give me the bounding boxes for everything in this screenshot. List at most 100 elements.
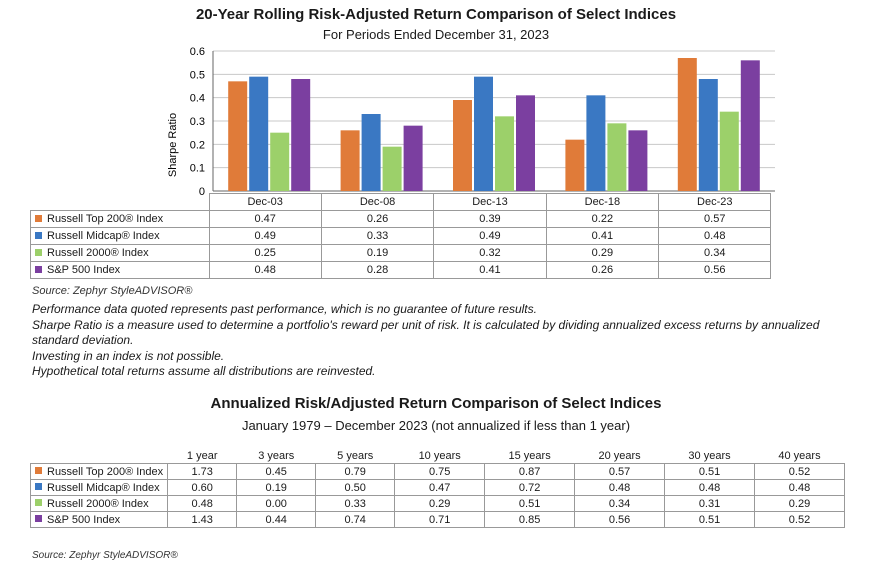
data-label: 0.22	[545, 210, 660, 228]
note-line: Sharpe Ratio is a measure used to determ…	[32, 317, 820, 348]
y-tick-label: 0	[199, 186, 205, 198]
source-note-2: Source: Zephyr StyleADVISOR®	[32, 550, 178, 561]
bar	[249, 76, 269, 191]
table-cell: 1.43	[167, 511, 238, 528]
table-header-row: Dec-03 Dec-08 Dec-13 Dec-18 Dec-23	[30, 193, 772, 211]
data-label: 0.57	[658, 210, 772, 228]
bar	[453, 100, 472, 191]
row-label: Russell Midcap® Index	[47, 481, 160, 494]
table-cell: 0.74	[315, 511, 396, 528]
bar	[382, 146, 402, 191]
data-label: 0.33	[320, 227, 435, 245]
table-title: Annualized Risk/Adjusted Return Comparis…	[210, 395, 662, 412]
table-cell: 0.44	[236, 511, 317, 528]
y-tick-label: 0.6	[190, 46, 205, 58]
bars	[228, 58, 760, 191]
legend-cell: Russell Top 200® Index	[30, 210, 210, 228]
table-cell: 0.79	[315, 463, 396, 480]
legend-label: Russell 2000® Index	[47, 247, 149, 259]
row-label-cell: Russell Midcap® Index	[29, 479, 169, 496]
table-row: Russell Midcap® Index 0.60 0.19 0.50 0.47 0.7…	[29, 479, 845, 496]
table-header-row: 1 year 3 years 5 years 10 years 15 years 20 y…	[30, 448, 845, 464]
table-subtitle: January 1979 – December 2023 (not annual…	[241, 418, 631, 433]
bar	[565, 139, 585, 191]
column-header: 15 years	[484, 448, 575, 464]
row-label: Russell 2000® Index	[47, 497, 149, 510]
table-cell: 0.52	[754, 463, 845, 480]
bar	[361, 114, 381, 191]
y-tick-label: 0.5	[190, 69, 205, 81]
table-row: Russell Top 200® Index 0.47 0.26 0.39 0.22 0.…	[30, 210, 772, 228]
bar	[403, 125, 423, 191]
source-note: Source: Zephyr StyleADVISOR®	[32, 285, 193, 297]
table-cell: 0.19	[236, 479, 317, 496]
category-label: Dec-03	[208, 193, 322, 211]
note-line: Hypothetical total returns assume all di…	[32, 364, 376, 378]
column-header: 30 years	[664, 448, 755, 464]
table-cell: 0.48	[574, 479, 666, 496]
legend-swatch	[35, 265, 42, 273]
legend-label: Russell Top 200® Index	[47, 213, 164, 225]
table-cell: 0.29	[754, 495, 845, 512]
table-cell: 0.71	[394, 511, 486, 528]
table-cell: 0.51	[664, 511, 755, 528]
table-cell: 0.51	[484, 495, 576, 512]
data-label: 0.25	[208, 244, 322, 262]
legend-swatch	[35, 248, 42, 256]
row-label-cell: Russell Top 200® Index	[29, 463, 169, 480]
table-row: S&P 500 Index 0.48 0.28 0.41 0.26 0.56	[30, 261, 772, 279]
data-label: 0.26	[320, 210, 435, 228]
bar	[586, 95, 606, 191]
column-header: 10 years	[394, 448, 485, 464]
legend-swatch	[35, 499, 42, 507]
table-cell: 0.48	[754, 479, 845, 496]
table-row: Russell 2000® Index 0.25 0.19 0.32 0.29 0.34	[30, 244, 772, 262]
notes: Performance data quoted represents past …	[32, 302, 832, 380]
column-header: 3 years	[236, 448, 316, 464]
table-cell: 0.29	[394, 495, 486, 512]
data-label: 0.49	[208, 227, 322, 245]
legend-label: Russell Midcap® Index	[47, 230, 160, 242]
legend-swatch	[35, 467, 42, 475]
y-tick-label: 0.2	[190, 139, 205, 151]
bar	[291, 79, 311, 191]
row-label: S&P 500 Index	[47, 513, 121, 526]
bar	[474, 76, 493, 191]
table-cell: 0.87	[484, 463, 576, 480]
table-cell: 0.52	[754, 511, 845, 528]
bar	[516, 95, 535, 191]
data-label: 0.49	[433, 227, 547, 245]
table-row: Russell 2000® Index 0.48 0.00 0.33 0.29 0.51 0…	[29, 495, 845, 512]
bar	[628, 130, 648, 191]
table-cell: 0.48	[664, 479, 755, 496]
bar	[698, 79, 718, 191]
table-cell: 0.47	[394, 479, 486, 496]
table-cell: 0.50	[315, 479, 396, 496]
table-cell: 0.00	[236, 495, 317, 512]
row-label-cell: Russell 2000® Index	[29, 495, 169, 512]
table-cell: 0.72	[484, 479, 576, 496]
data-label: 0.48	[208, 261, 322, 279]
legend-swatch	[35, 515, 42, 523]
note-line: Investing in an index is not possible.	[32, 348, 225, 363]
data-label: 0.39	[433, 210, 547, 228]
bar	[607, 123, 627, 191]
data-label: 0.56	[658, 261, 772, 279]
chart-title: 20-Year Rolling Risk-Adjusted Return Com…	[195, 6, 677, 23]
data-label: 0.26	[545, 261, 660, 279]
legend-swatch	[35, 231, 42, 239]
data-label: 0.19	[320, 244, 435, 262]
table-cell: 0.85	[484, 511, 576, 528]
data-label: 0.48	[658, 227, 772, 245]
category-label: Dec-23	[658, 193, 772, 211]
row-label: Russell Top 200® Index	[47, 465, 164, 478]
category-label: Dec-13	[433, 193, 547, 211]
bar	[228, 81, 248, 191]
y-tick-label: 0.4	[190, 93, 205, 105]
bar	[740, 60, 760, 191]
legend-cell: Russell Midcap® Index	[30, 227, 210, 245]
bar-chart: 0 0.1 0.2 0.3 0.4 0.5 0.6 Sharpe Ratio	[167, 46, 775, 198]
note-line: Performance data quoted represents past …	[32, 302, 537, 316]
y-tick-label: 0.3	[190, 116, 205, 128]
table-cell: 0.60	[167, 479, 238, 496]
